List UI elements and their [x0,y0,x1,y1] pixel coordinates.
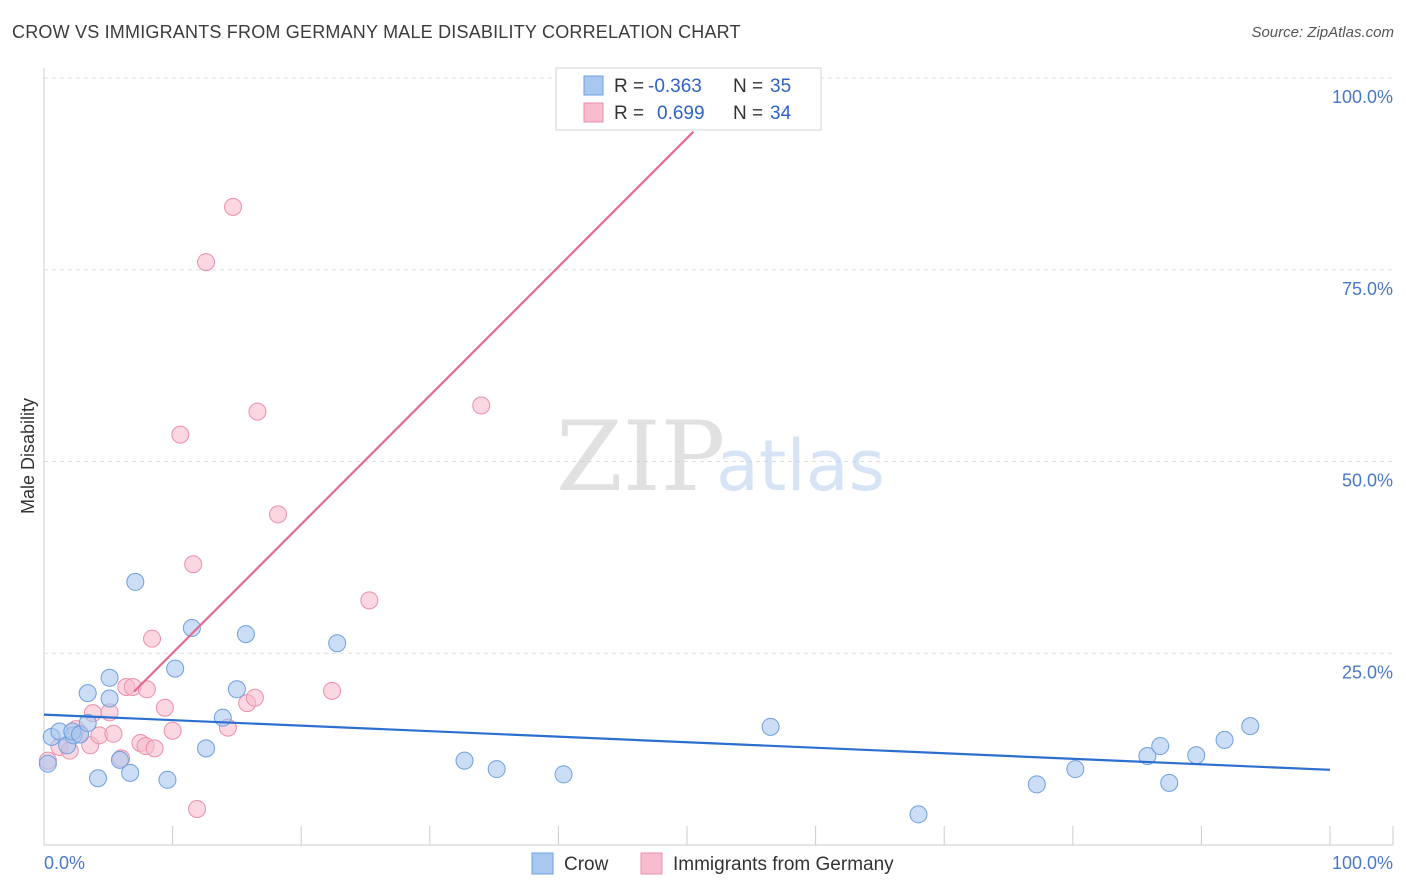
watermark-zip: ZIP [556,401,725,513]
crow-point [909,805,928,824]
crow-point [1138,747,1157,766]
crow-point [110,750,129,769]
grid-lines [44,77,1393,654]
germany-n-value: 34 [770,103,792,124]
crow-point [78,714,97,733]
crow-point [455,751,474,770]
watermark: ZIP atlas [556,401,885,513]
crow-point [227,680,246,699]
crow-point [38,754,57,773]
y-tick-label: 25.0% [1342,662,1393,682]
chart-title: CROW VS IMMIGRANTS FROM GERMANY MALE DIS… [12,22,741,42]
trend-lines [43,130,1331,771]
crow-point [78,684,97,703]
germany-r-value: 0.699 [657,103,705,124]
crow-point [1241,717,1260,736]
watermark-atlas: atlas [716,425,885,507]
germany-r-label: R = [614,103,644,124]
crow-point [1215,730,1234,749]
germany-n-label: N = [733,103,763,124]
crow-point [761,717,780,736]
germany-point [197,253,216,272]
germany-series-label: Immigrants from Germany [673,854,894,875]
germany-series-swatch [640,852,663,875]
crow-points [38,572,1260,824]
germany-point [104,724,123,743]
crow-point [100,689,119,708]
crow-r-label: R = [614,76,644,97]
stats-legend: R = -0.363 N = 35 R = 0.699 N = 34 [555,67,822,131]
germany-point [188,799,207,818]
crow-trend-line [43,713,1331,771]
germany-legend-swatch [583,102,604,123]
y-axis-label: Male Disability [18,398,38,514]
germany-point [184,555,203,574]
series-legend: Crow Immigrants from Germany [531,852,894,875]
crow-point [328,634,347,653]
x-tick-label-max: 100.0% [1332,853,1393,873]
crow-n-value: 35 [770,76,791,97]
crow-point [100,668,119,687]
crow-point [158,770,177,789]
crow-n-label: N = [733,76,763,97]
crow-point [1160,773,1179,792]
germany-point [224,197,243,216]
source-label: Source: ZipAtlas.com [1251,24,1394,41]
germany-point [137,680,156,699]
crow-point [236,625,255,644]
crow-point [554,765,573,784]
germany-point [163,721,182,740]
germany-point [360,591,379,610]
crow-point [182,618,201,637]
x-tick-label-min: 0.0% [44,853,85,873]
germany-point [155,698,174,717]
crow-point [1187,746,1206,765]
crow-point [121,763,140,782]
crow-point [197,739,216,758]
germany-point [143,629,162,648]
y-tick-label: 75.0% [1342,279,1393,299]
germany-point [245,688,264,707]
crow-point [487,760,506,779]
crow-point [126,572,145,591]
y-tick-labels: 25.0% 50.0% 75.0% 100.0% [1332,87,1393,682]
germany-point [145,739,164,758]
germany-trend-line [133,130,695,693]
y-tick-label: 100.0% [1332,87,1393,107]
crow-r-value: -0.363 [648,76,702,97]
y-tick-label: 50.0% [1342,471,1393,491]
crow-point [166,659,185,678]
germany-point [472,396,491,415]
crow-legend-swatch [583,75,604,96]
crow-series-label: Crow [564,854,609,875]
germany-point [171,425,190,444]
germany-point [323,681,342,700]
crow-series-swatch [531,852,554,875]
x-tick-marks [172,826,1394,845]
germany-point [248,402,267,421]
crow-point [1151,737,1170,756]
germany-point [269,505,288,524]
crow-point [89,769,108,788]
crow-point [1066,760,1085,779]
crow-point [1027,775,1046,794]
